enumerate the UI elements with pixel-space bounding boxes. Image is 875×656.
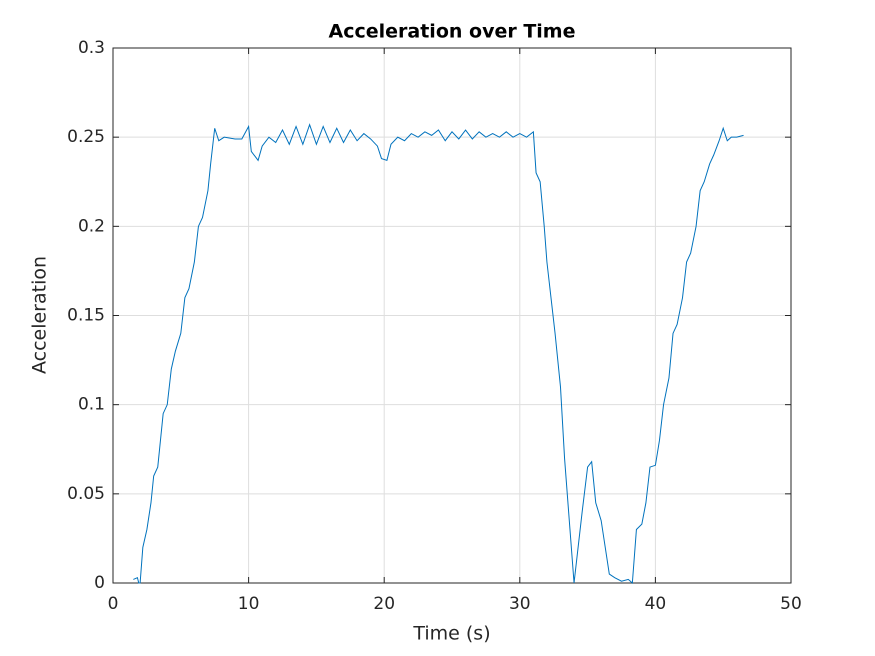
chart-title: Acceleration over Time bbox=[329, 21, 576, 43]
x-tick-label: 30 bbox=[509, 594, 531, 614]
x-tick-label: 0 bbox=[108, 594, 119, 614]
x-tick-label: 40 bbox=[645, 594, 667, 614]
y-tick-label: 0 bbox=[94, 573, 105, 593]
axes-box bbox=[112, 47, 792, 584]
x-tick-label: 10 bbox=[238, 594, 260, 614]
x-tick-label: 20 bbox=[373, 594, 395, 614]
y-tick-label: 0.05 bbox=[67, 484, 105, 504]
y-tick-label: 0.3 bbox=[78, 38, 105, 58]
y-tick-label: 0.2 bbox=[78, 216, 105, 236]
y-axis-label: Acceleration bbox=[29, 256, 51, 374]
x-tick-label: 50 bbox=[780, 594, 802, 614]
y-tick-label: 0.1 bbox=[78, 395, 105, 415]
x-axis-label: Time (s) bbox=[412, 623, 490, 645]
data-line bbox=[133, 123, 744, 585]
y-tick-label: 0.15 bbox=[67, 306, 105, 326]
y-tick-label: 0.25 bbox=[67, 127, 105, 147]
